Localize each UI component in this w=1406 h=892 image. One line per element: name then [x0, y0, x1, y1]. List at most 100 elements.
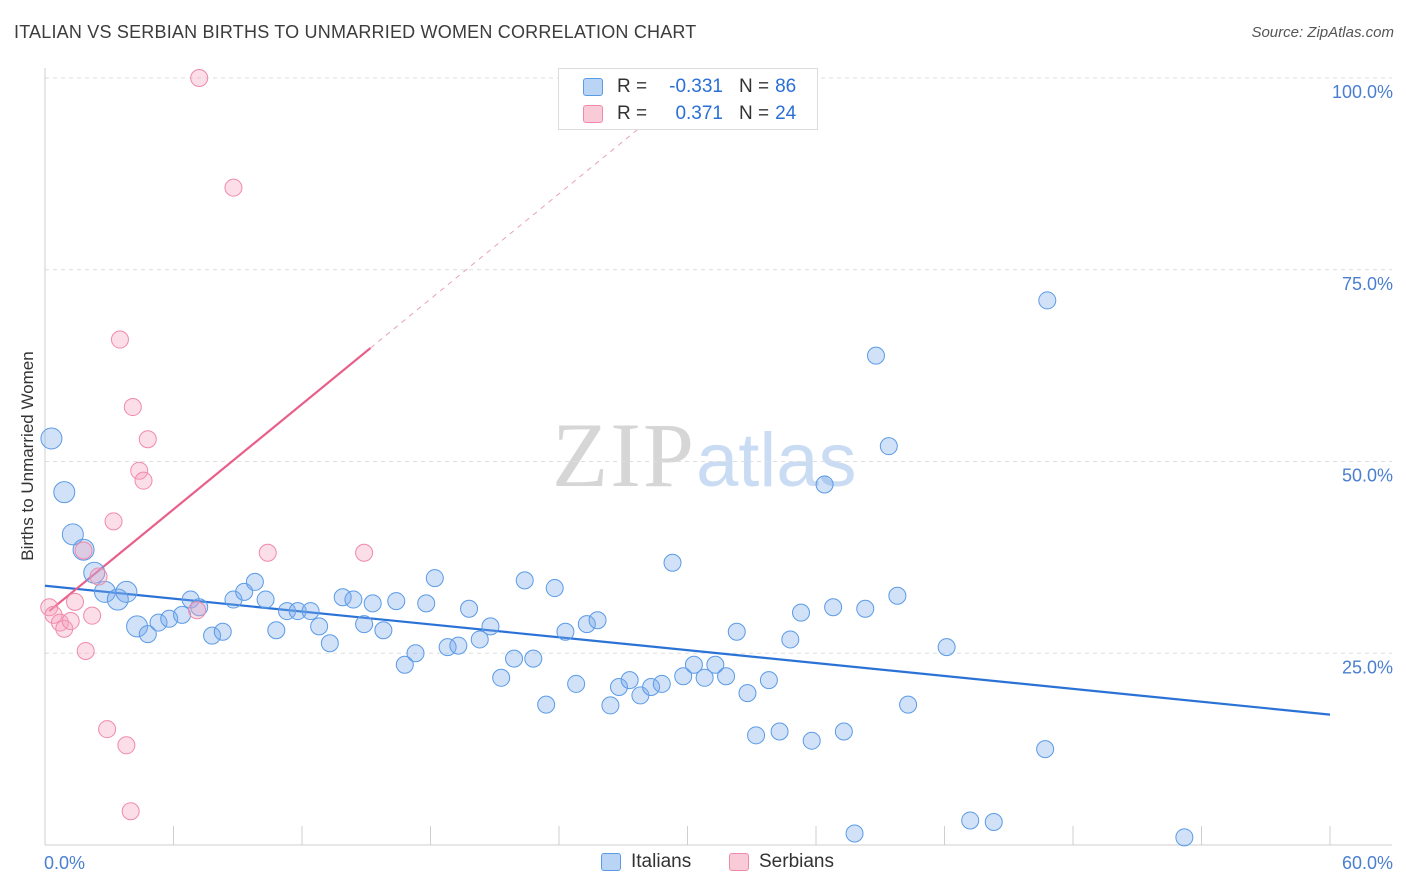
serbians-point [188, 601, 207, 620]
italians-point [374, 621, 393, 640]
italians-point [524, 649, 543, 668]
italians-point [126, 615, 149, 638]
italians-point [310, 617, 329, 636]
italians-point [834, 722, 853, 741]
y-tick-label: 50.0% [1342, 466, 1393, 486]
italians-point [344, 590, 363, 609]
italians-point [802, 731, 821, 750]
serbians-n-label: N = [739, 103, 770, 124]
serbians-legend-swatch [729, 853, 749, 871]
italians-point [505, 649, 524, 668]
serbians-point [355, 543, 374, 562]
italians-point [556, 622, 575, 641]
italians-point [717, 667, 736, 686]
serbians-r-value: 0.371 [675, 103, 723, 124]
italians-point [288, 602, 307, 621]
legend-row-serbians: R = 0.371 N = 24 [583, 101, 796, 127]
italians-point [674, 667, 693, 686]
italians-point [417, 594, 436, 613]
italians-point [684, 655, 703, 674]
serbians-legend-label: Serbians [759, 851, 834, 872]
legend-item-italians: Italians [601, 851, 691, 873]
italians-point [545, 579, 564, 598]
italians-point [449, 636, 468, 655]
source-label: Source: ZipAtlas.com [1251, 24, 1394, 41]
serbians-point [44, 605, 63, 624]
italians-point [515, 571, 534, 590]
italians-point [567, 674, 586, 693]
italians-point [792, 603, 811, 622]
italians-point [406, 644, 425, 663]
stats-legend: R = -0.331 N = 86 R = 0.371 N = 24 [558, 68, 818, 130]
italians-point [138, 625, 157, 644]
italians-point [213, 622, 232, 641]
grid [45, 77, 1392, 654]
italians-legend-swatch [601, 853, 621, 871]
legend-row-italians: R = -0.331 N = 86 [583, 74, 796, 100]
serbians-point [121, 802, 140, 821]
italians-point [695, 668, 714, 687]
italians-point [588, 611, 607, 630]
chart-title: ITALIAN VS SERBIAN BIRTHS TO UNMARRIED W… [14, 22, 697, 42]
axes [44, 68, 1392, 846]
italians-n-value: 86 [775, 76, 797, 97]
italians-point [83, 561, 106, 584]
serbians-point [138, 430, 157, 449]
italians-point [706, 655, 725, 674]
italians-point [387, 592, 406, 611]
italians-point [190, 598, 209, 617]
serbians-point [55, 619, 74, 638]
italians-point [481, 617, 500, 636]
serbians-point [61, 612, 80, 631]
serbians-point [258, 543, 277, 562]
italians-point [577, 615, 596, 634]
italians-n-label: N = [739, 76, 770, 97]
italians-r-value: -0.331 [669, 76, 723, 97]
italians-point [425, 569, 444, 588]
legend-item-serbians: Serbians [729, 851, 834, 873]
italians-point [845, 824, 864, 843]
tick-labels: 25.0% 50.0% 75.0% 100.0% 0.0% 60.0% [44, 82, 1393, 873]
italians-point [267, 621, 286, 640]
italians-point [937, 638, 956, 657]
serbians-point [130, 461, 149, 480]
serbians-point [76, 641, 95, 660]
serbians-point [117, 736, 136, 755]
x-tick-label: 60.0% [1342, 853, 1393, 873]
italians-point [1036, 740, 1055, 759]
italians-point [856, 599, 875, 618]
watermark: ZIPatlas [552, 402, 857, 508]
serbians-point [74, 541, 93, 560]
trend-lines [44, 119, 1331, 716]
italians-point [984, 812, 1003, 831]
italians-point [333, 588, 352, 607]
italians-point [824, 598, 843, 617]
serbians-swatch [583, 105, 603, 123]
italians-point [224, 590, 243, 609]
italians-point [747, 726, 766, 745]
italians-point [815, 475, 834, 494]
italians-point [663, 553, 682, 572]
y-tick-label: 25.0% [1342, 657, 1393, 677]
italians-point [460, 599, 479, 618]
italians-point [203, 626, 222, 645]
italians-point [245, 572, 264, 591]
italians-point [149, 613, 168, 632]
italians-point [609, 677, 628, 696]
serbians-trend-extension [370, 119, 650, 349]
serbians-point [98, 720, 117, 739]
serbians-point [224, 178, 243, 197]
serbians-point [83, 606, 102, 625]
italians-point [53, 481, 76, 504]
italians-point [727, 622, 746, 641]
italians-point [72, 538, 95, 561]
italians-point [652, 674, 671, 693]
italians-point [866, 346, 885, 365]
italians-point [642, 677, 661, 696]
watermark-zip: ZIP [552, 404, 696, 506]
italians-point [40, 427, 63, 450]
italians-point [395, 655, 414, 674]
serbians-point [65, 592, 84, 611]
italians-point [363, 594, 382, 613]
italians-point [961, 811, 980, 830]
